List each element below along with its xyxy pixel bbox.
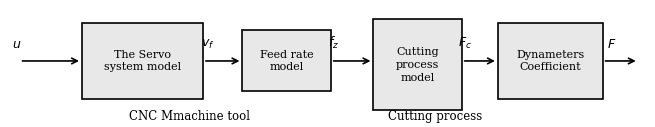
Text: Cutting
process
model: Cutting process model: [396, 47, 440, 83]
Bar: [373, 19, 462, 110]
Text: $f_z$: $f_z$: [328, 35, 339, 51]
Text: $F$: $F$: [607, 38, 616, 51]
Text: Feed rate
model: Feed rate model: [260, 50, 313, 72]
Text: Dynameters
Coefficient: Dynameters Coefficient: [516, 50, 584, 72]
Bar: [82, 23, 203, 99]
Text: CNC Mmachine tool: CNC Mmachine tool: [130, 110, 250, 123]
Text: Cutting process: Cutting process: [388, 110, 483, 123]
Text: The Servo
system model: The Servo system model: [104, 50, 181, 72]
Text: $v_f$: $v_f$: [201, 38, 215, 51]
Text: $u$: $u$: [12, 38, 21, 51]
Text: $F_c$: $F_c$: [458, 36, 472, 51]
Bar: [498, 23, 603, 99]
Bar: [242, 30, 331, 91]
